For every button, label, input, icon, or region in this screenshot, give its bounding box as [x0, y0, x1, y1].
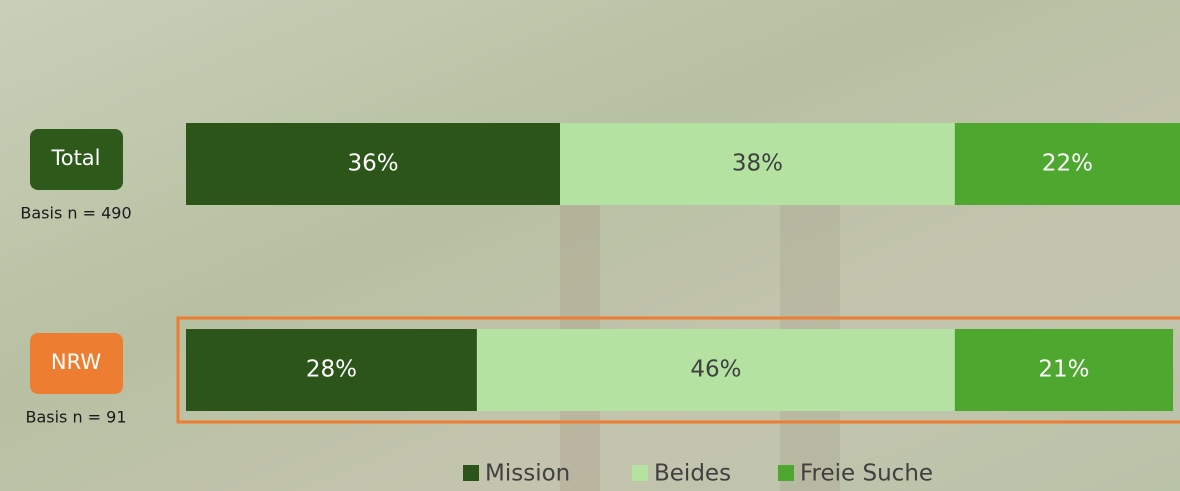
category-label: NRW — [51, 350, 101, 374]
bar-segment — [186, 123, 561, 205]
basis-label: Basis n = 91 — [25, 408, 126, 427]
legend-swatch — [632, 465, 648, 481]
legend-swatch — [463, 465, 479, 481]
bar-segment — [954, 123, 1180, 205]
bar-segment — [954, 329, 1174, 411]
value-label: 28% — [306, 357, 357, 383]
bar-segment — [560, 123, 955, 205]
basis-label: Basis n = 490 — [20, 204, 131, 223]
category-badge — [30, 129, 123, 190]
legend-label: Freie Suche — [800, 461, 933, 487]
legend-label: Beides — [654, 461, 731, 487]
bar-segment — [476, 329, 955, 411]
category-label: Total — [50, 146, 100, 170]
value-label: 36% — [347, 151, 398, 177]
value-label: 22% — [1042, 151, 1093, 177]
value-label: 21% — [1038, 357, 1089, 383]
bar-segment — [186, 329, 477, 411]
legend-label: Mission — [485, 461, 570, 487]
highlight-box — [176, 316, 1180, 424]
value-label: 38% — [732, 151, 783, 177]
category-badge — [30, 333, 123, 394]
legend-swatch — [778, 465, 794, 481]
value-label: 46% — [690, 357, 741, 383]
